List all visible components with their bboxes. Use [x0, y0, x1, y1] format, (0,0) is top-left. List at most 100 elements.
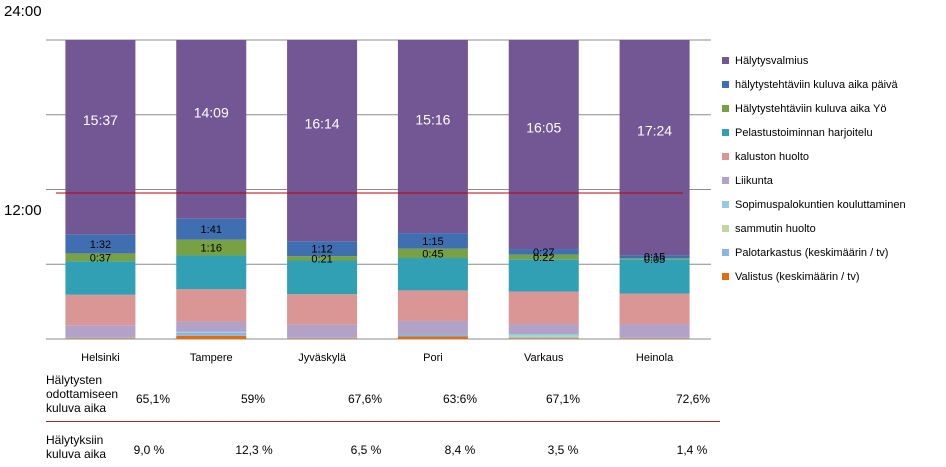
bar-segment — [287, 256, 358, 261]
bar-segment — [508, 254, 579, 260]
bar-segment — [397, 320, 468, 335]
bar-segment — [287, 40, 358, 242]
data-label: 1:32 — [90, 239, 111, 251]
data-label: 1:15 — [422, 236, 443, 248]
bar-segment — [176, 335, 247, 339]
data-label: 15:16 — [415, 112, 450, 128]
legend-swatch — [722, 57, 729, 64]
bar-segment — [508, 291, 579, 325]
data-label: 1:41 — [201, 224, 222, 236]
legend-swatch — [722, 273, 729, 280]
y-label-mid: 12:00 — [4, 202, 42, 219]
bar-segment — [397, 290, 468, 321]
bar-segment — [397, 258, 468, 291]
bar-segment — [176, 239, 247, 256]
bar-segment — [65, 234, 136, 254]
bar-segment — [176, 331, 247, 333]
bar-segment — [397, 248, 468, 259]
row2-label-line: Hälytyksiin — [46, 433, 104, 447]
table-divider — [46, 421, 720, 422]
bar-segment — [619, 324, 690, 338]
bar-segment — [65, 40, 136, 235]
row1-value: 59% — [240, 392, 266, 406]
bar-segment — [287, 338, 358, 339]
legend-label: Palotarkastus (keskimäärin / tv) — [735, 247, 888, 259]
x-tick-label: Pori — [423, 352, 443, 364]
bar-segment — [619, 258, 690, 260]
bar-segment — [619, 255, 690, 259]
x-tick-label: Heinola — [636, 352, 674, 364]
legend-swatch — [722, 129, 729, 136]
legend-label: Valistus (keskimäärin / tv) — [735, 271, 860, 283]
data-label: 0:45 — [422, 248, 443, 260]
x-tick-label: Tampere — [190, 352, 233, 364]
bar-segment — [508, 40, 579, 250]
bar-segment — [176, 40, 247, 219]
row2-value: 6,5 % — [350, 443, 382, 457]
data-label: 0:22 — [533, 252, 554, 264]
row2-value: 12,3 % — [235, 443, 273, 457]
legend-label: Hälytysvalmius — [735, 55, 809, 67]
bar-segment — [508, 334, 579, 336]
bar-segment — [176, 332, 247, 336]
bar-segment — [65, 261, 136, 295]
x-tick-labels: Helsinki Tampere Jyväskylä Pori Varkaus Heino… — [81, 352, 674, 364]
legend-label: Liikunta — [735, 175, 774, 187]
legend-swatch — [722, 105, 729, 112]
data-label: 16:05 — [526, 120, 561, 136]
data-label: 0:27 — [533, 247, 554, 259]
bar-segment — [65, 253, 136, 262]
bar-segment — [176, 289, 247, 322]
row1-label: Hälytysten odottamiseen kuluva aika — [46, 373, 118, 415]
x-tick-label: Varkaus — [524, 352, 564, 364]
data-label: 0:05 — [644, 254, 665, 266]
row1-value: 72,6% — [675, 392, 711, 406]
legend-swatch — [722, 177, 729, 184]
bar-segment — [176, 321, 247, 332]
bar-segment — [65, 338, 136, 339]
bar-segment — [397, 334, 468, 337]
bar-segment — [176, 218, 247, 240]
row1-label-line: Hälytysten — [46, 373, 103, 387]
data-label: 0:15 — [644, 252, 665, 264]
row1-value: 67,1% — [545, 392, 581, 406]
bar-segment — [287, 324, 358, 338]
bar-segment — [508, 335, 579, 338]
row2-value: 1,4 % — [676, 443, 708, 457]
bar-segment — [619, 259, 690, 294]
data-label: 17:24 — [637, 123, 672, 139]
row2-label-line: kuluva aika — [46, 447, 107, 461]
bar-segment — [287, 337, 358, 339]
stacked-bar-chart: 15:37 14:09 16:14 15:16 16:05 17:24 1:32 1:41 1:… — [4, 3, 906, 364]
row1-label-line: kuluva aika — [46, 401, 107, 415]
legend-label: hälytystehtäviin kuluva aika päivä — [735, 79, 899, 91]
bar-segment — [508, 337, 579, 339]
data-labels: 15:37 14:09 16:14 15:16 16:05 17:24 1:32 1:41 1:… — [83, 104, 672, 265]
data-label: 1:12 — [311, 244, 332, 256]
row1-label-line: odottamiseen — [46, 387, 119, 401]
bar-segment — [619, 293, 690, 325]
bar-segment — [508, 324, 579, 335]
legend-swatch — [722, 249, 729, 256]
data-label: 0:21 — [311, 253, 332, 265]
legend-label: kaluston huolto — [735, 151, 809, 163]
bar-segment — [397, 40, 468, 234]
bar-segment — [619, 338, 690, 339]
row2-value: 9,0 % — [133, 443, 165, 457]
bar-segment — [397, 336, 468, 339]
data-label: 16:14 — [305, 116, 340, 132]
legend-label: Sopimuspalokuntien kouluttaminen — [735, 199, 906, 211]
legend-label: Pelastustoiminnan harjoitelu — [735, 127, 873, 139]
bar-segment — [508, 259, 579, 292]
bars — [65, 40, 690, 339]
row2-value: 8,4 % — [444, 443, 476, 457]
bar-segment — [287, 241, 358, 257]
bar-segment — [397, 233, 468, 249]
bar-segment — [619, 337, 690, 339]
bar-segment — [287, 260, 358, 295]
row2-value: 3,5 % — [547, 443, 579, 457]
legend-swatch — [722, 81, 729, 88]
legend: Hälytysvalmius hälytystehtäviin kuluva ai… — [722, 55, 906, 283]
bar-segment — [508, 249, 579, 255]
bar-segment — [508, 338, 579, 339]
